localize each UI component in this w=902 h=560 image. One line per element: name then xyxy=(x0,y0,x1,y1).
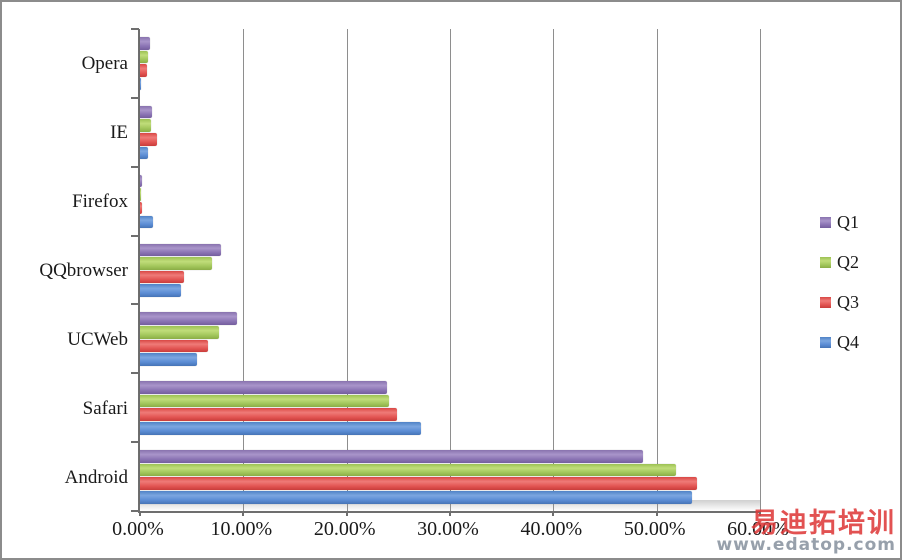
bar-q4-qqbrowser xyxy=(140,284,182,297)
bar-group-qqbrowser xyxy=(140,236,760,305)
x-axis-tick xyxy=(345,511,348,516)
x-tick-label-40pct: 40.00% xyxy=(520,518,583,540)
floor-shading xyxy=(140,500,760,511)
bar-group-android xyxy=(140,442,760,511)
x-axis-tick xyxy=(552,511,555,516)
bar-q1-opera xyxy=(140,37,151,50)
y-axis-tick xyxy=(131,510,139,512)
legend-label-q3: Q3 xyxy=(837,291,859,312)
bar-q1-ie xyxy=(140,105,153,119)
legend-item-q4: Q4 xyxy=(820,322,859,362)
legend-swatch-q3-icon xyxy=(820,296,831,308)
legend-swatch-q1-icon xyxy=(820,216,831,228)
legend-label-q4: Q4 xyxy=(837,331,859,352)
bar-q4-opera xyxy=(140,77,142,91)
bar-q2-firefox xyxy=(140,188,142,201)
y-axis-tick xyxy=(131,441,139,444)
bar-group-firefox xyxy=(140,167,760,236)
x-axis-tick xyxy=(449,511,451,516)
category-label-qqbrowser: QQbrowser xyxy=(39,260,128,281)
x-axis-tick xyxy=(655,511,658,516)
legend: Q1 Q2 Q3 Q4 xyxy=(820,202,859,362)
gridline-50pct xyxy=(656,29,658,511)
y-axis-tick xyxy=(131,372,139,375)
gridline-20pct xyxy=(346,29,348,511)
bar-q3-firefox xyxy=(140,201,143,215)
category-label-android: Android xyxy=(64,466,128,488)
y-axis-tick xyxy=(131,28,139,30)
category-label-firefox: Firefox xyxy=(72,191,128,213)
bar-q3-android xyxy=(140,477,697,490)
category-label-safari: Safari xyxy=(82,397,128,419)
bar-q4-firefox xyxy=(140,215,154,229)
gridline-30pct xyxy=(450,29,451,511)
x-axis-tick xyxy=(759,511,761,516)
x-tick-label-60pct: 60.00% xyxy=(727,518,789,540)
bar-group-opera xyxy=(140,29,760,98)
gridline-40pct xyxy=(553,29,555,511)
legend-item-q3: Q3 xyxy=(820,282,859,322)
gridline-60pct xyxy=(760,29,761,511)
bar-q3-opera xyxy=(140,64,148,77)
x-axis-tick xyxy=(139,511,141,516)
category-label-ucweb: UCWeb xyxy=(67,328,128,350)
x-tick-label-50pct: 50.00% xyxy=(623,518,686,540)
legend-label-q1: Q1 xyxy=(837,211,859,232)
legend-label-q2: Q2 xyxy=(837,251,859,272)
x-axis-tick xyxy=(242,511,245,516)
bar-q1-ucweb xyxy=(140,312,238,326)
legend-item-q2: Q2 xyxy=(820,242,859,282)
bar-q4-safari xyxy=(140,422,422,435)
watermark-url-text: www.edatop.com xyxy=(716,535,896,555)
bar-q3-qqbrowser xyxy=(140,270,185,284)
bar-q4-ucweb xyxy=(140,353,197,366)
legend-item-q1: Q1 xyxy=(820,202,859,242)
y-axis-tick xyxy=(131,234,139,237)
category-label-ie: IE xyxy=(110,122,128,144)
bar-q1-safari xyxy=(140,381,387,394)
bar-q4-ie xyxy=(140,146,149,160)
legend-swatch-q4-icon xyxy=(820,336,831,348)
watermark-brand-text: 易迪拓培训 xyxy=(751,508,896,539)
bar-q3-ucweb xyxy=(140,339,209,353)
gridline-10pct xyxy=(243,29,245,511)
bar-q2-opera xyxy=(140,50,149,64)
bar-q2-safari xyxy=(140,394,390,408)
legend-swatch-q2-icon xyxy=(820,256,831,268)
x-tick-label-10pct: 10.00% xyxy=(210,518,273,540)
bar-q2-ucweb xyxy=(140,326,219,339)
x-tick-label-0pct: 0.00% xyxy=(112,518,164,540)
bar-q3-ie xyxy=(140,133,157,146)
bar-q3-safari xyxy=(140,408,398,422)
watermark: 易迪拓培训 www.edatop.com xyxy=(716,510,896,554)
bar-q2-ie xyxy=(140,119,152,133)
x-tick-label-30pct: 30.00% xyxy=(417,518,479,540)
bar-q1-android xyxy=(140,450,644,463)
y-axis-tick xyxy=(131,165,139,168)
bar-q2-qqbrowser xyxy=(140,257,213,270)
bar-q2-android xyxy=(140,463,677,477)
bar-group-ie xyxy=(140,98,760,167)
bar-group-safari xyxy=(140,373,760,442)
y-axis-tick xyxy=(131,96,139,99)
bar-group-ucweb xyxy=(140,304,760,373)
y-axis-tick xyxy=(131,303,139,306)
bar-q4-android xyxy=(140,490,692,504)
plot-area xyxy=(131,28,761,516)
bar-q1-firefox xyxy=(140,174,143,188)
category-label-opera: Opera xyxy=(81,53,128,75)
bar-q1-qqbrowser xyxy=(140,243,221,257)
x-tick-label-20pct: 20.00% xyxy=(313,518,376,540)
